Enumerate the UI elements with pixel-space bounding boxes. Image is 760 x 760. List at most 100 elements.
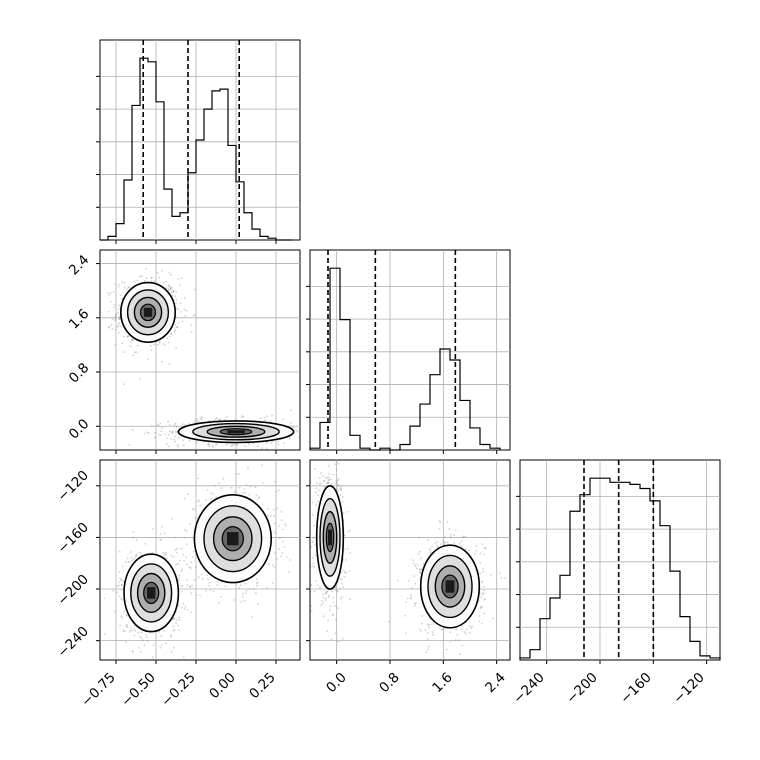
scatter-point bbox=[120, 597, 122, 600]
scatter-point bbox=[134, 630, 137, 632]
scatter-point bbox=[175, 563, 178, 566]
scatter-point bbox=[481, 581, 483, 584]
scatter-point bbox=[266, 507, 269, 510]
density-peak bbox=[227, 532, 239, 546]
scatter-point bbox=[181, 585, 184, 587]
scatter-point bbox=[139, 635, 141, 638]
scatter-point bbox=[117, 324, 120, 327]
scatter-point bbox=[388, 620, 390, 623]
scatter-point bbox=[481, 622, 483, 625]
scatter-point bbox=[169, 288, 172, 290]
scatter-point bbox=[327, 619, 330, 622]
scatter-point bbox=[181, 568, 184, 571]
scatter-point bbox=[220, 596, 222, 598]
scatter-point bbox=[298, 436, 300, 439]
scatter-point bbox=[292, 426, 295, 429]
scatter-point bbox=[139, 377, 142, 380]
scatter-point bbox=[184, 423, 186, 426]
scatter-point bbox=[464, 535, 467, 538]
scatter-point bbox=[326, 481, 329, 484]
scatter-point bbox=[131, 338, 134, 341]
scatter-point bbox=[327, 481, 330, 484]
scatter-point bbox=[187, 493, 189, 496]
scatter-point bbox=[116, 325, 119, 328]
scatter-point bbox=[188, 422, 191, 425]
scatter-point bbox=[273, 514, 275, 517]
scatter-point bbox=[240, 416, 243, 419]
tick-label: −0.25 bbox=[158, 670, 199, 711]
scatter-point bbox=[170, 554, 173, 557]
scatter-point bbox=[344, 571, 346, 573]
scatter-point bbox=[271, 582, 274, 584]
scatter-point bbox=[170, 291, 173, 294]
scatter-point bbox=[328, 479, 331, 481]
scatter-point bbox=[131, 650, 134, 653]
scatter-point bbox=[334, 586, 337, 589]
scatter-point bbox=[104, 633, 106, 635]
scatter-point bbox=[135, 351, 138, 353]
scatter-point bbox=[412, 562, 415, 564]
scatter-point bbox=[341, 501, 344, 503]
tick-label: −160 bbox=[54, 519, 92, 557]
scatter-point bbox=[178, 629, 180, 632]
scatter-point bbox=[182, 439, 184, 442]
scatter-point bbox=[274, 552, 277, 555]
scatter-point bbox=[172, 289, 175, 292]
scatter-point bbox=[173, 629, 176, 631]
scatter-point bbox=[124, 561, 127, 563]
scatter-point bbox=[140, 637, 143, 640]
scatter-point bbox=[170, 650, 173, 653]
scatter-point bbox=[114, 318, 117, 321]
scatter-point bbox=[235, 473, 238, 475]
tick-label: 2.4 bbox=[66, 252, 93, 279]
scatter-point bbox=[296, 430, 299, 433]
scatter-point bbox=[193, 421, 196, 424]
panel-p3-marginal bbox=[516, 459, 721, 664]
scatter-point bbox=[146, 636, 148, 639]
scatter-point bbox=[222, 477, 225, 480]
scatter-point bbox=[432, 623, 435, 625]
scatter-point bbox=[149, 344, 152, 347]
scatter-point bbox=[125, 615, 128, 617]
scatter-point bbox=[130, 339, 133, 341]
scatter-point bbox=[159, 422, 162, 425]
scatter-point bbox=[185, 309, 188, 312]
scatter-point bbox=[176, 326, 179, 328]
density-contours bbox=[123, 494, 272, 633]
scatter-point bbox=[326, 476, 329, 479]
scatter-point bbox=[181, 320, 184, 323]
scatter-point bbox=[199, 594, 201, 597]
density-peak bbox=[143, 307, 153, 317]
scatter-point bbox=[284, 523, 286, 525]
scatter-point bbox=[128, 286, 131, 289]
scatter-point bbox=[482, 553, 485, 556]
scatter-point bbox=[132, 530, 135, 533]
scatter-point bbox=[461, 644, 464, 647]
scatter-point bbox=[344, 571, 347, 574]
scatter-point bbox=[283, 546, 286, 548]
scatter-point bbox=[117, 308, 120, 311]
scatter-point bbox=[414, 582, 417, 585]
scatter-point bbox=[116, 591, 119, 594]
scatter-point bbox=[241, 492, 244, 494]
scatter-point bbox=[168, 363, 171, 365]
scatter-point bbox=[446, 541, 449, 544]
scatter-point bbox=[172, 291, 174, 293]
scatter-point bbox=[176, 326, 179, 329]
scatter-point bbox=[121, 281, 123, 283]
scatter-point bbox=[178, 616, 181, 619]
scatter-point bbox=[463, 630, 466, 633]
scatter-point bbox=[484, 547, 487, 550]
scatter-point bbox=[416, 563, 419, 566]
scatter-point bbox=[324, 597, 327, 600]
scatter-point bbox=[481, 593, 484, 596]
scatter-point bbox=[411, 587, 413, 590]
scatter-point bbox=[427, 632, 429, 634]
scatter-point bbox=[449, 631, 452, 634]
scatter-point bbox=[242, 415, 245, 418]
scatter-point bbox=[123, 286, 126, 289]
scatter-point bbox=[125, 623, 128, 626]
scatter-point bbox=[170, 332, 173, 335]
scatter-point bbox=[275, 490, 278, 493]
scatter-point bbox=[419, 571, 421, 573]
